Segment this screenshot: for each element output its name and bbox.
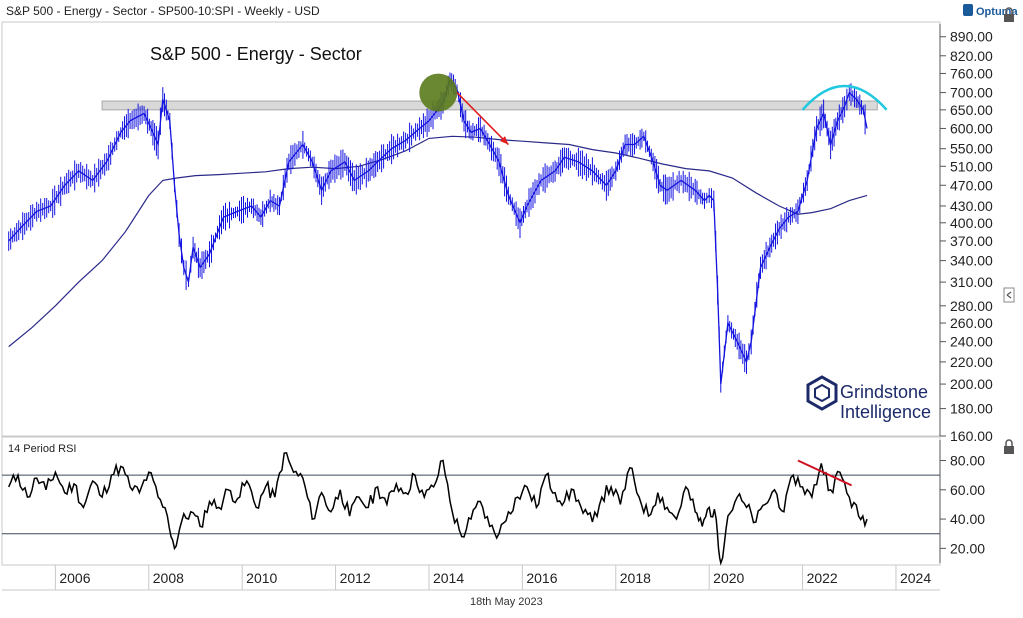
rsi-panel-frame <box>1 436 941 566</box>
rsi-tick-label: 20.00 <box>950 540 985 556</box>
price-tick-label: 200.00 <box>950 376 993 392</box>
decline-arrow-line <box>456 92 509 146</box>
x-tick-label: 2016 <box>526 570 557 586</box>
x-tick-label: 2008 <box>153 570 184 586</box>
scale-expand-icon[interactable] <box>1003 287 1015 303</box>
price-tick-label: 760.00 <box>950 65 993 81</box>
price-chart-title: S&P 500 - Energy - Sector <box>150 44 362 64</box>
price-tick-label: 430.00 <box>950 198 993 214</box>
resistance-band <box>101 100 878 111</box>
price-tick-label: 340.00 <box>950 253 993 269</box>
x-tick-label: 2012 <box>340 570 371 586</box>
price-tick-label: 310.00 <box>950 274 993 290</box>
footer-date-label: 18th May 2023 <box>470 596 543 608</box>
price-tick-label: 820.00 <box>950 48 993 64</box>
peak-circle-marker <box>419 73 458 112</box>
rsi-panel-title: 14 Period RSI <box>8 443 76 455</box>
price-tick-label: 370.00 <box>950 233 993 249</box>
grindstone-watermark: Grindstone Intelligence <box>806 375 931 422</box>
rsi-tick-label: 60.00 <box>950 482 985 498</box>
watermark-line1: Grindstone <box>840 382 928 402</box>
x-tick-label: 2006 <box>59 570 90 586</box>
rsi-scale-lock-icon[interactable] <box>1004 439 1014 454</box>
chart-header-title: S&P 500 - Energy - Sector - SP500-10:SPI… <box>6 4 320 18</box>
dome-arc <box>801 84 888 111</box>
rsi-tick-label: 40.00 <box>950 511 985 527</box>
moving-average-line <box>8 135 868 348</box>
grindstone-logo-icon <box>806 375 838 411</box>
price-tick-label: 700.00 <box>950 85 993 101</box>
price-panel-frame <box>1 21 941 437</box>
x-tick-label: 2010 <box>246 570 277 586</box>
optuma-logo-icon <box>963 4 973 16</box>
decline-arrow-head <box>500 136 509 145</box>
price-tick-label: 180.00 <box>950 401 993 417</box>
price-tick-label: 510.00 <box>950 158 993 174</box>
x-tick-label: 2024 <box>900 570 931 586</box>
watermark-line2: Intelligence <box>840 402 931 422</box>
price-tick-label: 240.00 <box>950 334 993 350</box>
x-tick-label: 2014 <box>433 570 464 586</box>
price-tick-label: 470.00 <box>950 177 993 193</box>
price-scale-lock-icon[interactable] <box>1004 7 1014 22</box>
price-tick-label: 400.00 <box>950 215 993 231</box>
x-tick-label: 2022 <box>807 570 838 586</box>
price-tick-label: 280.00 <box>950 298 993 314</box>
rsi-divergence-line <box>797 459 853 487</box>
price-tick-label: 890.00 <box>950 29 993 45</box>
price-tick-label: 550.00 <box>950 141 993 157</box>
price-tick-label: 600.00 <box>950 120 993 136</box>
price-tick-label: 260.00 <box>950 315 993 331</box>
price-tick-label: 650.00 <box>950 102 993 118</box>
price-tick-label: 160.00 <box>950 428 993 444</box>
price-line <box>8 78 868 385</box>
x-tick-label: 2018 <box>620 570 651 586</box>
price-tick-label: 220.00 <box>950 354 993 370</box>
x-tick-label: 2020 <box>713 570 744 586</box>
rsi-tick-label: 80.00 <box>950 453 985 469</box>
rsi-line <box>8 451 868 566</box>
